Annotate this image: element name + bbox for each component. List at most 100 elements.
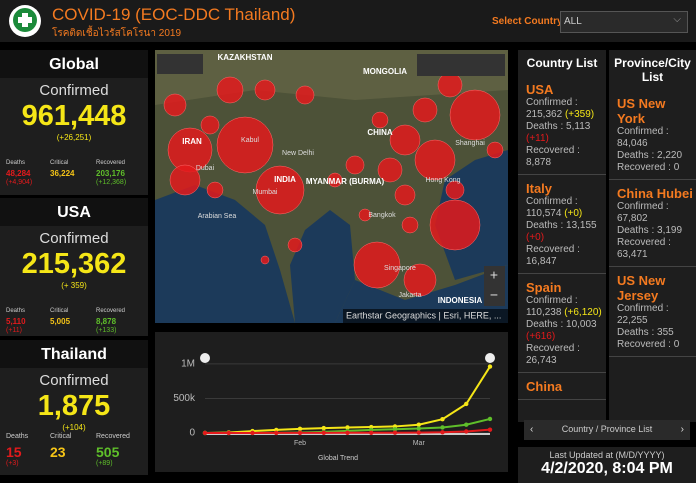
map-label: Mumbai <box>253 189 278 196</box>
confirmed-value: 22,255 <box>617 315 648 326</box>
deaths-row: Deaths : 2,220 <box>617 150 696 162</box>
y-tick-label: 1M <box>181 359 195 370</box>
critical-label: Critical <box>50 433 72 440</box>
map-label: MONGOLIA <box>363 67 407 76</box>
trend-chart: 0 500k 1M Feb Mar Global Trend <box>155 332 508 472</box>
next-arrow[interactable]: › <box>680 424 684 435</box>
recovered-value: 16,847 <box>526 256 557 267</box>
panel-title: Global <box>49 56 99 73</box>
item-name: US New York <box>617 96 666 126</box>
recovered-label: Recovered <box>96 308 126 314</box>
logo <box>9 5 41 37</box>
confirmed-value: 1,875 <box>37 390 111 422</box>
deaths-label: Deaths : <box>526 121 564 132</box>
trend-point <box>321 430 326 436</box>
list-item[interactable]: US New York Confirmed : 84,046 Deaths : 2,… <box>609 96 696 180</box>
list-title: Province/City List <box>614 56 691 84</box>
recovered-row: Recovered : 0 <box>617 162 696 174</box>
deaths-label: Deaths : <box>617 225 655 236</box>
deaths-value: 355 <box>657 327 674 338</box>
confirmed-label: Confirmed <box>39 372 109 389</box>
recovered-label: Recovered <box>96 160 126 166</box>
confirmed-label: Confirmed : <box>617 201 669 212</box>
list-nav-label: Country / Province List <box>561 424 653 434</box>
deaths-row: Deaths : 355 <box>617 327 696 339</box>
deaths-label: Deaths <box>6 308 26 314</box>
slider-handle[interactable] <box>485 353 495 363</box>
recovered-value: 8,878 <box>526 157 552 168</box>
confirmed-row: Confirmed : 110,574 (+0) <box>526 196 606 220</box>
prev-arrow[interactable]: ‹ <box>530 424 534 435</box>
select-value: ALL <box>564 16 582 27</box>
map-label: Shanghai <box>455 140 485 147</box>
item-name: Spain <box>526 280 562 295</box>
zoom-out[interactable]: − <box>490 287 498 303</box>
list-item[interactable]: USA Confirmed : 215,362 (+359) Deaths : 5,… <box>518 82 606 175</box>
zoom-buttons[interactable] <box>484 266 505 306</box>
recovered-value: 0 <box>673 339 680 350</box>
recovered-row: Recovered : 26,743 <box>526 343 606 367</box>
trend-point <box>440 425 445 430</box>
panel-title: USA <box>57 204 91 221</box>
select-label: Select Country <box>492 16 563 27</box>
trend-point <box>274 430 279 436</box>
trend-point <box>464 422 469 427</box>
list-item[interactable]: China Hubei Confirmed : 67,802 Deaths : 3,… <box>609 186 696 267</box>
subtitle: โรคติดเชื้อไวรัสโคโรนา 2019 <box>52 28 182 39</box>
basemap-button[interactable] <box>157 54 203 74</box>
trend-point <box>464 401 469 407</box>
map-label: KAZAKHSTAN <box>218 53 273 62</box>
deaths-value: 5,113 <box>566 121 591 132</box>
province-list: Province/City List US New York Confirmed :… <box>609 50 696 422</box>
deaths-row: Deaths : 3,199 <box>617 225 696 237</box>
trend-point <box>202 430 208 436</box>
deaths-value: 5,110 <box>6 317 26 326</box>
panel-header <box>0 198 148 226</box>
deaths-label: Deaths : <box>617 327 655 338</box>
deaths-value: 10,003 <box>566 319 597 330</box>
confirmed-label: Confirmed : <box>526 295 578 306</box>
trend-point <box>392 430 398 435</box>
map-label: MYANMAR (BURMA) <box>306 177 385 186</box>
list-item[interactable]: US New Jersey Confirmed : 22,255 Deaths : … <box>609 273 696 357</box>
list-item[interactable]: China <box>518 379 606 400</box>
confirmed-change: (+359) <box>564 109 595 120</box>
trend-point <box>487 364 493 369</box>
slider-handle[interactable] <box>200 353 210 363</box>
list-nav[interactable]: ‹ Country / Province List › <box>524 420 690 440</box>
list-item[interactable]: Italy Confirmed : 110,574 (+0) Deaths : 13… <box>518 181 606 274</box>
map-toolbar[interactable] <box>417 54 505 76</box>
trend-point <box>416 422 421 427</box>
deaths-value: 48,284 <box>6 169 31 178</box>
updated-label: Last Updated at (M/D/YYYY) <box>549 450 665 460</box>
recovered-label: Recovered : <box>617 237 671 248</box>
list-item[interactable]: Spain Confirmed : 110,238 (+6,120) Deaths … <box>518 280 606 373</box>
y-tick-label: 500k <box>173 393 196 404</box>
recovered-change: (+133) <box>96 327 117 334</box>
trend-line <box>204 366 491 434</box>
y-tick-label: 0 <box>189 428 195 439</box>
map[interactable]: + − Earthstar Geographics | Esri, HERE, … <box>155 50 508 323</box>
panel-title: Thailand <box>41 346 107 363</box>
recovered-change: (+89) <box>96 460 113 467</box>
item-name: China <box>526 379 563 394</box>
zoom-in[interactable]: + <box>490 267 498 283</box>
map-attribution: Earthstar Geographics | Esri, HERE, ... <box>346 310 501 320</box>
deaths-value: 13,155 <box>566 220 597 231</box>
confirmed-label: Confirmed : <box>526 196 578 207</box>
trend-point <box>487 427 493 432</box>
confirmed-value: 961,448 <box>21 100 127 132</box>
deaths-value: 3,199 <box>657 225 683 236</box>
confirmed-change: (+26,251) <box>56 133 92 142</box>
recovered-value: 26,743 <box>526 355 557 366</box>
panel-header <box>0 340 148 368</box>
recovered-value: 505 <box>96 444 120 460</box>
critical-value: 5,005 <box>50 317 71 326</box>
deaths-value: 15 <box>6 444 22 460</box>
country-select[interactable]: ALL ⌵ <box>560 11 688 33</box>
deaths-row: Deaths : 10,003 (+616) <box>526 319 606 343</box>
deaths-change: (+4,904) <box>6 179 33 186</box>
trend-point <box>416 426 421 431</box>
map-label: Kabul <box>241 137 259 144</box>
summary-panel: USA Confirmed 215,362 (+ 359) Deaths 5,110 (+1… <box>0 198 148 336</box>
